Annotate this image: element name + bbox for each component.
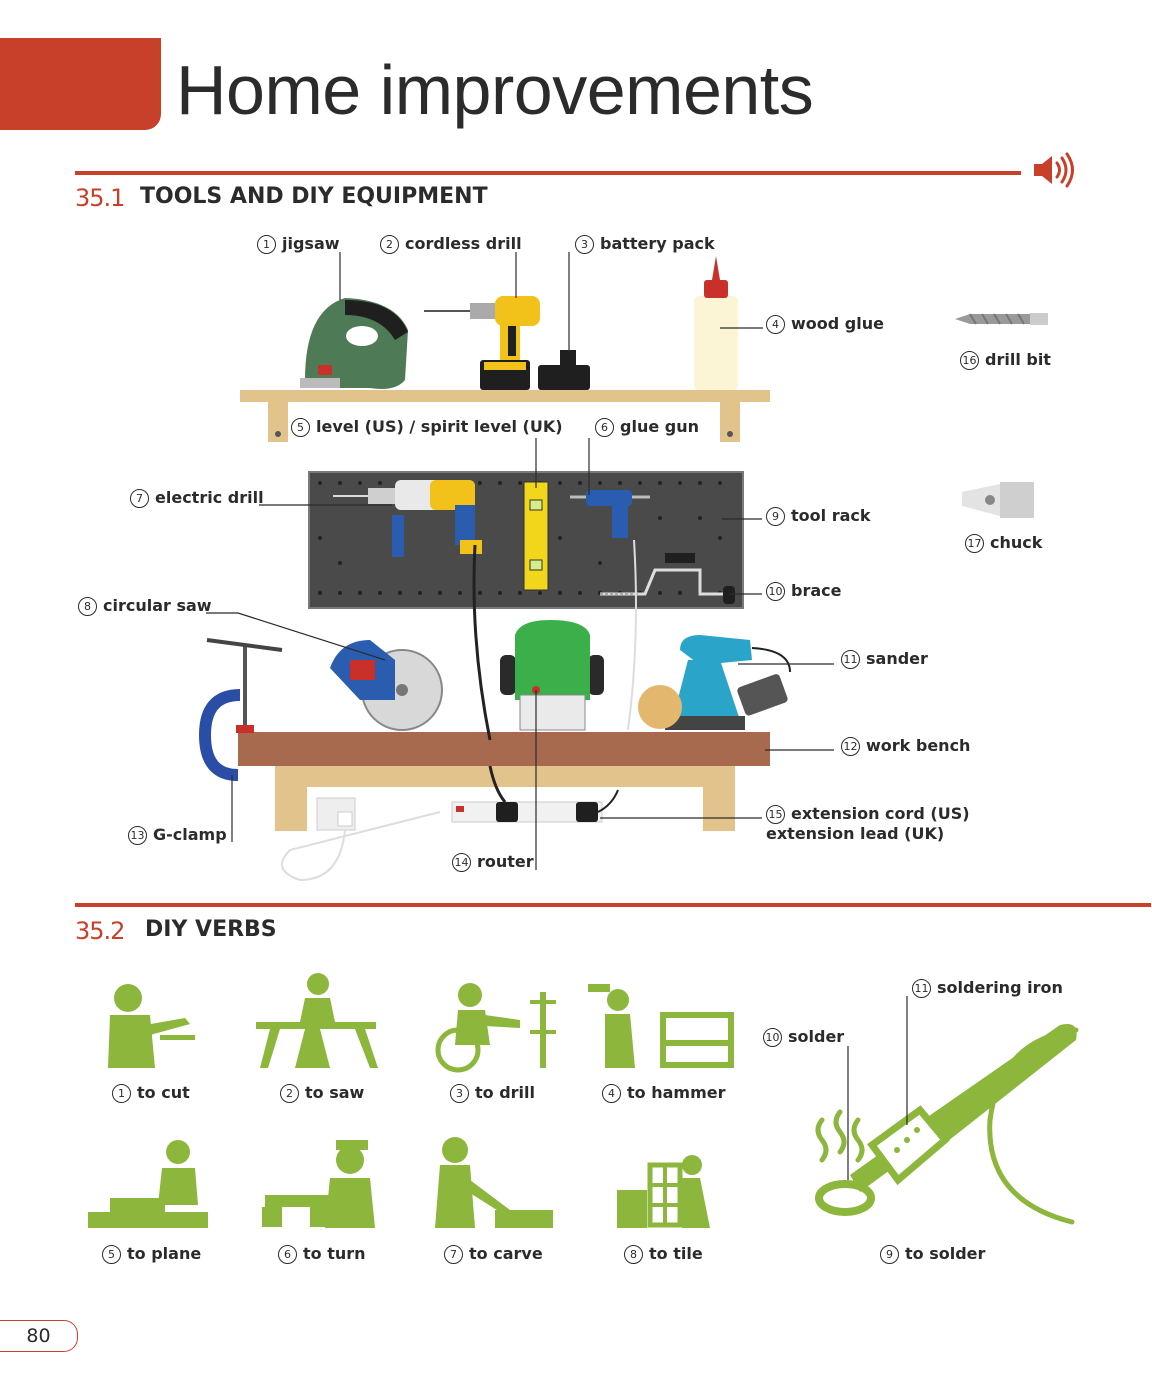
leader-lines [206, 252, 834, 870]
section2-rule [75, 903, 1151, 907]
extension-cord-illustration [281, 539, 637, 882]
battery-pack-illustration [538, 350, 590, 390]
verb-to-carve: 7 to carve [444, 1244, 543, 1264]
verb-to-turn: 6 to turn [278, 1244, 366, 1264]
solder-fumes-and-cord [815, 1027, 1079, 1225]
to-cut-icon [108, 984, 195, 1068]
label-glue-gun: 6 glue gun [595, 417, 699, 437]
router-illustration [500, 620, 604, 731]
section1-title: TOOLS AND DIY EQUIPMENT [140, 184, 488, 209]
label-extension-cord: 15 extension cord (US) extension lead (UK) [766, 804, 970, 843]
label-soldering-iron: 11 soldering iron [912, 978, 1063, 998]
label-router: 14 router [452, 852, 534, 872]
to-plane-icon [88, 1140, 208, 1228]
label-electric-drill: 7 electric drill [130, 488, 264, 508]
label-brace: 10 brace [766, 581, 841, 601]
work-bench-illustration [238, 732, 770, 831]
label-wood-glue: 4 wood glue [766, 314, 884, 334]
wood-glue-illustration [694, 256, 738, 390]
label-level: 5 level (US) / spirit level (UK) [291, 417, 563, 437]
section1-rule [75, 171, 1021, 175]
verb-to-solder: 9 to solder [880, 1244, 985, 1264]
label-sander: 11 sander [841, 649, 928, 669]
tools-illustration [198, 252, 1048, 882]
label-solder: 10 solder [763, 1027, 844, 1047]
label-cordless-drill: 2 cordless drill [380, 234, 522, 254]
verb-to-cut: 1 to cut [112, 1083, 190, 1103]
section1-number: 35.1 [75, 184, 125, 212]
verb-to-plane: 5 to plane [102, 1244, 201, 1264]
soldering-iron-icon [815, 1024, 1077, 1216]
label-g-clamp: 13 G-clamp [128, 825, 227, 845]
to-drill-icon [435, 983, 556, 1073]
verb-to-hammer: 4 to hammer [602, 1083, 725, 1103]
label-work-bench: 12 work bench [841, 736, 970, 756]
label-battery-pack: 3 battery pack [575, 234, 715, 254]
chuck-illustration [962, 482, 1034, 518]
pegboard-tool-rack [308, 471, 744, 609]
label-tool-rack: 9 tool rack [766, 506, 871, 526]
drill-bit-illustration [955, 313, 1048, 325]
to-hammer-icon [588, 984, 734, 1068]
section2-title: DIY VERBS [145, 917, 277, 942]
section2-number: 35.2 [75, 917, 125, 945]
shelf [240, 390, 770, 442]
to-turn-icon [262, 1140, 375, 1228]
verb-to-tile: 8 to tile [624, 1244, 703, 1264]
label-drill-bit: 16 drill bit [960, 350, 1051, 370]
page-title: Home improvements [176, 51, 814, 129]
label-jigsaw: 1 jigsaw [257, 234, 340, 254]
cordless-drill-illustration [424, 296, 540, 390]
circular-saw-illustration [330, 640, 443, 731]
page-number: 80 [0, 1320, 78, 1352]
to-carve-icon [435, 1137, 553, 1228]
verb-to-saw: 2 to saw [280, 1083, 364, 1103]
label-circular-saw: 8 circular saw [78, 596, 212, 616]
to-tile-icon [617, 1155, 710, 1228]
sander-illustration [638, 635, 791, 730]
verb-to-drill: 3 to drill [450, 1083, 535, 1103]
speaker-icon[interactable] [1032, 152, 1078, 188]
g-clamp-illustration [198, 638, 283, 781]
jigsaw-illustration [300, 298, 408, 389]
verb-leader-lines [847, 996, 908, 1180]
title-color-block [0, 38, 161, 130]
label-chuck: 17 chuck [965, 533, 1042, 553]
to-saw-icon [256, 973, 378, 1068]
